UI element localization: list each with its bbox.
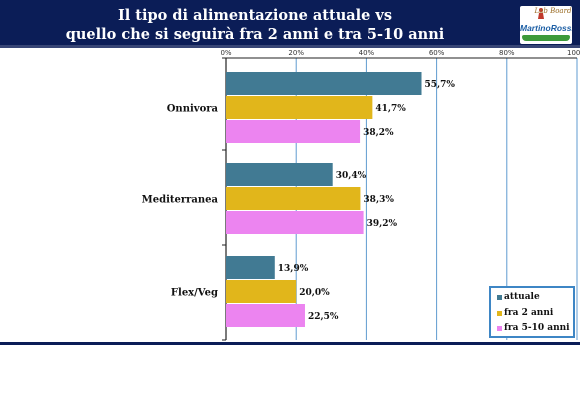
bars-layer (226, 72, 422, 327)
legend-label-fra-5-10-anni: fra 5-10 anni (504, 323, 570, 333)
bar (226, 96, 373, 119)
logo-tagline: Lab Board (534, 7, 572, 15)
data-label: 13,9% (278, 264, 309, 274)
data-label: 38,3% (363, 195, 394, 205)
bar (226, 280, 297, 303)
logo-green-wave (522, 35, 570, 41)
data-label: 39,2% (367, 219, 398, 229)
title-bar: Il tipo di alimentazione attuale vs quel… (0, 0, 580, 48)
x-tick-labels: 0% 20% 40% 60% 80% 100% (220, 49, 580, 57)
x-tick-label: 0% (220, 49, 231, 57)
chart-title-line-2: quello che si seguirà fra 2 anni e tra 5… (65, 26, 445, 43)
bottom-rule (0, 342, 580, 345)
legend-label-attuale: attuale (504, 292, 540, 302)
category-label: Onnivora (167, 104, 219, 115)
data-label: 22,5% (308, 312, 339, 322)
data-labels: 55,7% 41,7% 38,2% 30,4% 38,3% 39,2% 13,9% 20,0%… (278, 80, 456, 322)
x-tick-label: 100% (567, 49, 580, 57)
data-label: 38,2% (363, 128, 394, 138)
data-label: 55,7% (425, 80, 456, 90)
legend-item-attuale: attuale (497, 290, 540, 304)
bar (226, 163, 333, 186)
data-label: 30,4% (336, 171, 367, 181)
category-label: Mediterranea (142, 195, 219, 206)
legend: attuale fra 2 anni fra 5-10 anni (489, 286, 575, 338)
legend-swatch-fra-5-10-anni (497, 325, 502, 331)
bar (226, 256, 275, 279)
x-tick-label: 80% (499, 49, 515, 57)
legend-swatch-fra-2-anni (497, 310, 502, 316)
legend-swatch-attuale (497, 294, 502, 300)
brand-logo: Lab Board MartinoRossi (520, 6, 572, 44)
legend-item-fra-2-anni: fra 2 anni (497, 306, 553, 320)
category-labels: Onnivora Mediterranea Flex/Veg (142, 104, 219, 299)
data-label: 41,7% (375, 104, 406, 114)
person-logo-icon (538, 8, 544, 19)
bar (226, 304, 305, 327)
logo-name: MartinoRossi (520, 23, 572, 33)
data-label: 20,0% (299, 288, 330, 298)
bar (226, 211, 364, 234)
chart-title-line-1: Il tipo di alimentazione attuale vs (117, 7, 393, 24)
category-label: Flex/Veg (171, 288, 218, 299)
x-tick-label: 40% (359, 49, 375, 57)
legend-label-fra-2-anni: fra 2 anni (504, 308, 554, 318)
bar (226, 120, 361, 143)
x-tick-label: 60% (429, 49, 445, 57)
legend-item-fra-5-10-anni: fra 5-10 anni (497, 321, 570, 335)
bar-chart: 0% 20% 40% 60% 80% 100% 55,7% 41,7% 38,2% 30,4% 3… (142, 49, 580, 341)
title-divider (0, 45, 580, 48)
x-tick-label: 20% (288, 49, 304, 57)
bar (226, 72, 422, 95)
bar (226, 187, 361, 210)
